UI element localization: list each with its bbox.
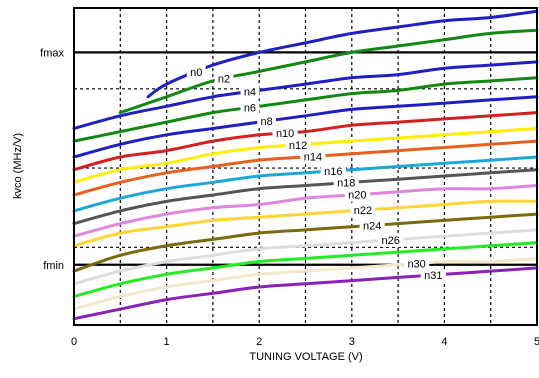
series-line-n2	[118, 28, 539, 115]
series-line-n31	[72, 266, 539, 321]
series-line-n24	[72, 212, 539, 273]
series-label-bg	[333, 176, 359, 190]
series-label-n8: n8	[260, 116, 272, 128]
series-label-n30: n30	[407, 259, 425, 271]
series-line-n8	[72, 95, 539, 159]
series-label-n2: n2	[218, 74, 230, 86]
series-label-n0: n0	[190, 67, 202, 79]
series-label-n31: n31	[424, 270, 442, 282]
series-line-n26	[72, 228, 539, 286]
series-label-bg	[359, 219, 385, 233]
series-label-bg	[272, 127, 298, 141]
series-label-bg	[214, 72, 234, 86]
series-label-bg	[350, 204, 376, 218]
series-line-n6	[72, 76, 539, 143]
plot-frame	[73, 7, 538, 326]
series-line-n30	[72, 256, 539, 311]
series-line-n16	[72, 155, 539, 213]
x-tick-label: 5	[534, 336, 539, 348]
series-label-n24: n24	[363, 220, 381, 232]
y-axis-title: kvco (MHz/V)	[12, 133, 24, 199]
series-label-n6: n6	[244, 103, 256, 115]
series-line-n20	[72, 184, 539, 238]
series-label-bg	[240, 101, 260, 115]
series-label-bg	[257, 115, 277, 129]
series-label-bg	[320, 164, 346, 178]
x-tick-label: 2	[256, 336, 262, 348]
x-tick-label: 0	[71, 336, 77, 348]
x-tick-label: 1	[164, 336, 170, 348]
series-label-bg	[420, 269, 446, 283]
series-label-n12: n12	[289, 140, 307, 152]
reference-labels: fmax fmin	[40, 47, 64, 271]
series-label-bg	[186, 65, 206, 79]
series-label-n14: n14	[304, 151, 322, 163]
series-label-n16: n16	[324, 166, 342, 178]
series-layer	[72, 9, 539, 321]
series-line-n22	[72, 199, 539, 248]
series-label-bg	[378, 233, 404, 247]
series-line-unlabeled-14	[72, 241, 539, 298]
series-label-bg	[344, 188, 370, 202]
series-label-bg	[285, 138, 311, 152]
series-label-n26: n26	[382, 235, 400, 247]
series-label-n18: n18	[337, 178, 355, 190]
series-label-n20: n20	[348, 190, 366, 202]
series-line-n10	[72, 111, 539, 172]
x-tick-labels: 0 1 2 3 4 5	[71, 336, 539, 348]
series-line-n4	[72, 60, 539, 130]
series-label-bg	[240, 85, 260, 99]
series-label-bg	[300, 150, 326, 164]
reference-label-fmin: fmin	[43, 260, 64, 272]
series-label-n10: n10	[276, 128, 294, 140]
x-axis-title: TUNING VOLTAGE (V)	[249, 351, 362, 363]
series-label-n4: n4	[244, 87, 256, 99]
reference-label-fmax: fmax	[40, 47, 64, 59]
x-tick-label: 4	[441, 336, 447, 348]
series-label-bg	[404, 257, 430, 271]
series-line-n18	[72, 168, 539, 226]
x-tick-label: 3	[349, 336, 355, 348]
series-label-n22: n22	[354, 205, 372, 217]
